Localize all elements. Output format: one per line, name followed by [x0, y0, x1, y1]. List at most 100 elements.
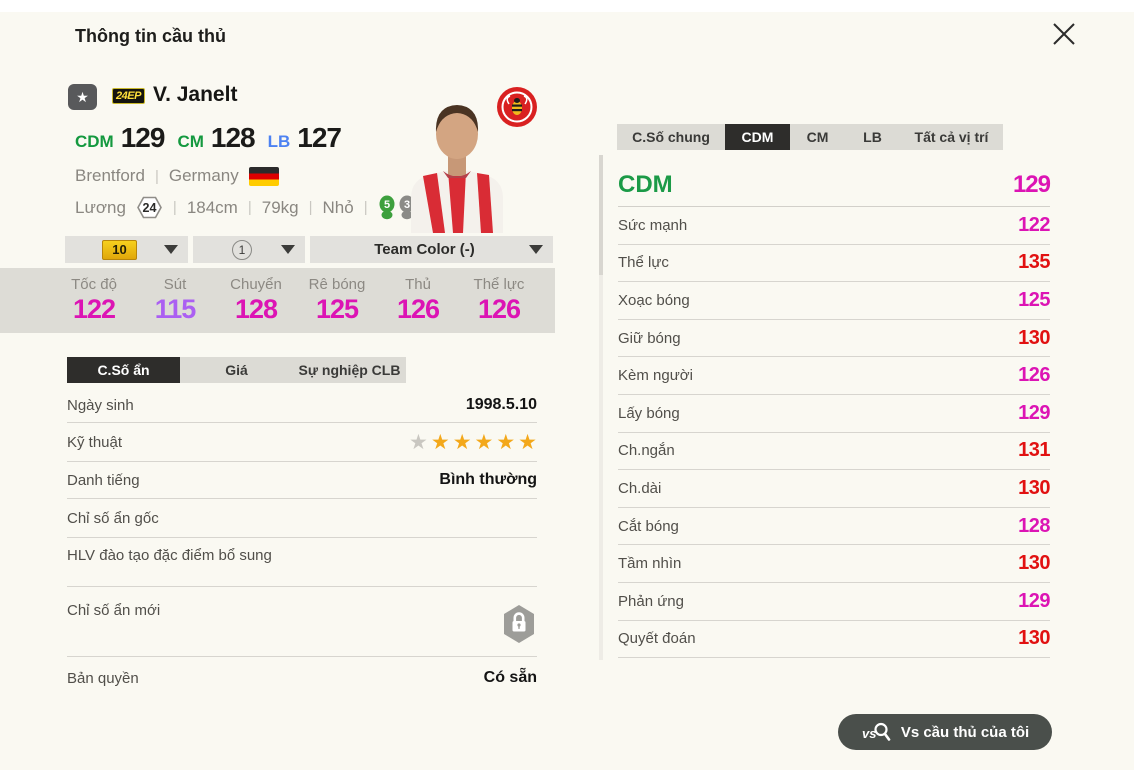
svg-text:vs: vs: [862, 726, 876, 741]
table-row: HLV đào tạo đặc điểm bổ sung: [67, 538, 537, 587]
favorite-button[interactable]: ★: [68, 84, 97, 110]
nation-name: Germany: [168, 166, 239, 185]
table-row: Sức mạnh 122: [618, 207, 1050, 245]
table-row: Cắt bóng 128: [618, 508, 1050, 546]
info-table: Ngày sinh 1998.5.10 Kỹ thuật ★ ★ ★ ★ ★ ★ Danh…: [67, 388, 537, 699]
grade-badge: 1: [232, 239, 252, 260]
tab-hidden-stats[interactable]: C.Số ẩn: [67, 357, 180, 383]
table-row: Danh tiếng Bình thường: [67, 462, 537, 499]
vs-search-icon: vs: [862, 722, 891, 741]
player-photo: [411, 105, 503, 233]
body-type: Nhỏ: [322, 197, 354, 217]
page-title: Thông tin cầu thủ: [75, 26, 226, 46]
main-stats-band: Tốc độ 122 Sút 115 Chuyển 128 Rê bóng 12…: [0, 268, 555, 333]
table-row: Xoạc bóng 125: [618, 282, 1050, 320]
star-icon-filled: ★: [474, 430, 494, 454]
chevron-down-icon: [281, 245, 295, 254]
star-icon-filled: ★: [518, 430, 537, 454]
scrollbar-track[interactable]: [599, 155, 603, 660]
scrollbar-thumb[interactable]: [599, 155, 603, 275]
detail-tabs: C.Số ẩn Giá Sự nghiệp CLB: [67, 357, 406, 383]
table-row: Chỉ số ẩn mới: [67, 587, 537, 657]
table-row: Bản quyền Có sẵn: [67, 669, 537, 687]
weight-value: 79kg: [261, 197, 299, 217]
tab-general-stats[interactable]: C.Số chung: [617, 124, 725, 150]
svg-text:5: 5: [384, 199, 390, 211]
star-icon-filled: ★: [452, 430, 472, 454]
divider: |: [308, 199, 313, 216]
club-nation-row: Brentford | Germany: [75, 166, 279, 186]
table-row: Quyết đoán 130: [618, 621, 1050, 659]
star-icon-filled: ★: [430, 430, 450, 454]
table-row: Phản ứng 129: [618, 583, 1050, 621]
salary-value: 24: [142, 201, 156, 215]
table-row: Ch.dài 130: [618, 470, 1050, 508]
grade-dropdown[interactable]: 1: [193, 236, 305, 263]
skill-stars: ★ ★ ★ ★ ★ ★: [409, 432, 537, 453]
chevron-down-icon: [164, 245, 178, 254]
brentford-crest-icon: [497, 87, 537, 127]
table-row: Kèm người 126: [618, 357, 1050, 395]
position-label: CDM: [75, 132, 114, 151]
salary-label: Lương: [75, 197, 126, 217]
tab-cm[interactable]: CM: [790, 124, 845, 150]
left-foot-icon: 5: [379, 195, 395, 220]
star-icon-empty: ★: [409, 430, 428, 454]
table-row: Chỉ số ẩn gốc: [67, 499, 537, 538]
divider: |: [172, 199, 177, 216]
table-row: Lấy bóng 129: [618, 395, 1050, 433]
season-badge: 24EP: [112, 88, 145, 104]
chevron-down-icon: [529, 245, 543, 254]
main-stat: Thể lực 126: [473, 276, 525, 324]
main-stat: Tốc độ 122: [71, 276, 117, 324]
tab-all-positions[interactable]: Tất cả vị trí: [900, 124, 1003, 150]
right-foot-icon: 3: [399, 195, 415, 220]
position-label: CM: [177, 132, 204, 151]
close-button[interactable]: [1044, 14, 1084, 54]
table-row: Kỹ thuật ★ ★ ★ ★ ★ ★: [67, 423, 537, 462]
position-rating: CM 128: [177, 122, 256, 154]
attributes-row: Lương 24 | 184cm | 79kg | Nhỏ | 5 3: [75, 194, 416, 221]
position-stats-table: Sức mạnh 122 Thể lực 135 Xoạc bóng 125 G…: [618, 207, 1050, 659]
star-icon-filled: ★: [496, 430, 516, 454]
divider: |: [247, 199, 252, 216]
lock-hexagon-icon: [504, 605, 534, 643]
level-dropdown[interactable]: 10: [65, 236, 188, 263]
table-row: Thể lực 135: [618, 245, 1050, 283]
tab-price[interactable]: Giá: [180, 357, 293, 383]
club-name: Brentford: [75, 166, 145, 185]
main-stat: Sút 115: [154, 276, 197, 324]
table-row: Tầm nhìn 130: [618, 545, 1050, 583]
foot-ratings: 5 3: [378, 195, 416, 220]
player-name: V. Janelt: [153, 83, 238, 106]
team-color-dropdown[interactable]: Team Color (-): [310, 236, 553, 263]
position-value: 128: [210, 122, 256, 153]
table-row: Ngày sinh 1998.5.10: [67, 388, 537, 423]
compare-button-label: Vs cầu thủ của tôi: [900, 723, 1030, 741]
salary-hexagon-icon: 24: [136, 194, 163, 221]
divider: |: [154, 167, 159, 185]
compare-my-player-button[interactable]: vs Vs cầu thủ của tôi: [838, 714, 1052, 750]
height-value: 184cm: [186, 197, 238, 217]
table-row: Ch.ngắn 131: [618, 433, 1050, 471]
level-badge: 10: [102, 239, 137, 260]
position-stat-tabs: C.Số chung CDM CM LB Tất cả vị trí: [617, 124, 1003, 150]
table-row: Giữ bóng 130: [618, 320, 1050, 358]
main-stat: Thủ 126: [396, 276, 440, 324]
position-value: 129: [120, 122, 166, 153]
main-stat: Chuyển 128: [230, 276, 282, 324]
position-label: LB: [267, 132, 291, 151]
tab-lb[interactable]: LB: [845, 124, 900, 150]
star-icon: ★: [76, 88, 89, 105]
divider: |: [363, 199, 368, 216]
position-ratings: CDM 129 CM 128 LB 127: [75, 122, 342, 154]
germany-flag-icon: [248, 166, 279, 186]
position-rating: CDM 129: [75, 122, 166, 154]
team-color-label: Team Color (-): [374, 241, 475, 258]
tab-cdm[interactable]: CDM: [725, 124, 790, 150]
position-value: 127: [297, 122, 342, 153]
main-stat: Rê bóng 125: [308, 276, 366, 324]
position-stats-header: CDM 129: [618, 163, 1051, 207]
tab-club-career[interactable]: Sự nghiệp CLB: [293, 357, 406, 383]
